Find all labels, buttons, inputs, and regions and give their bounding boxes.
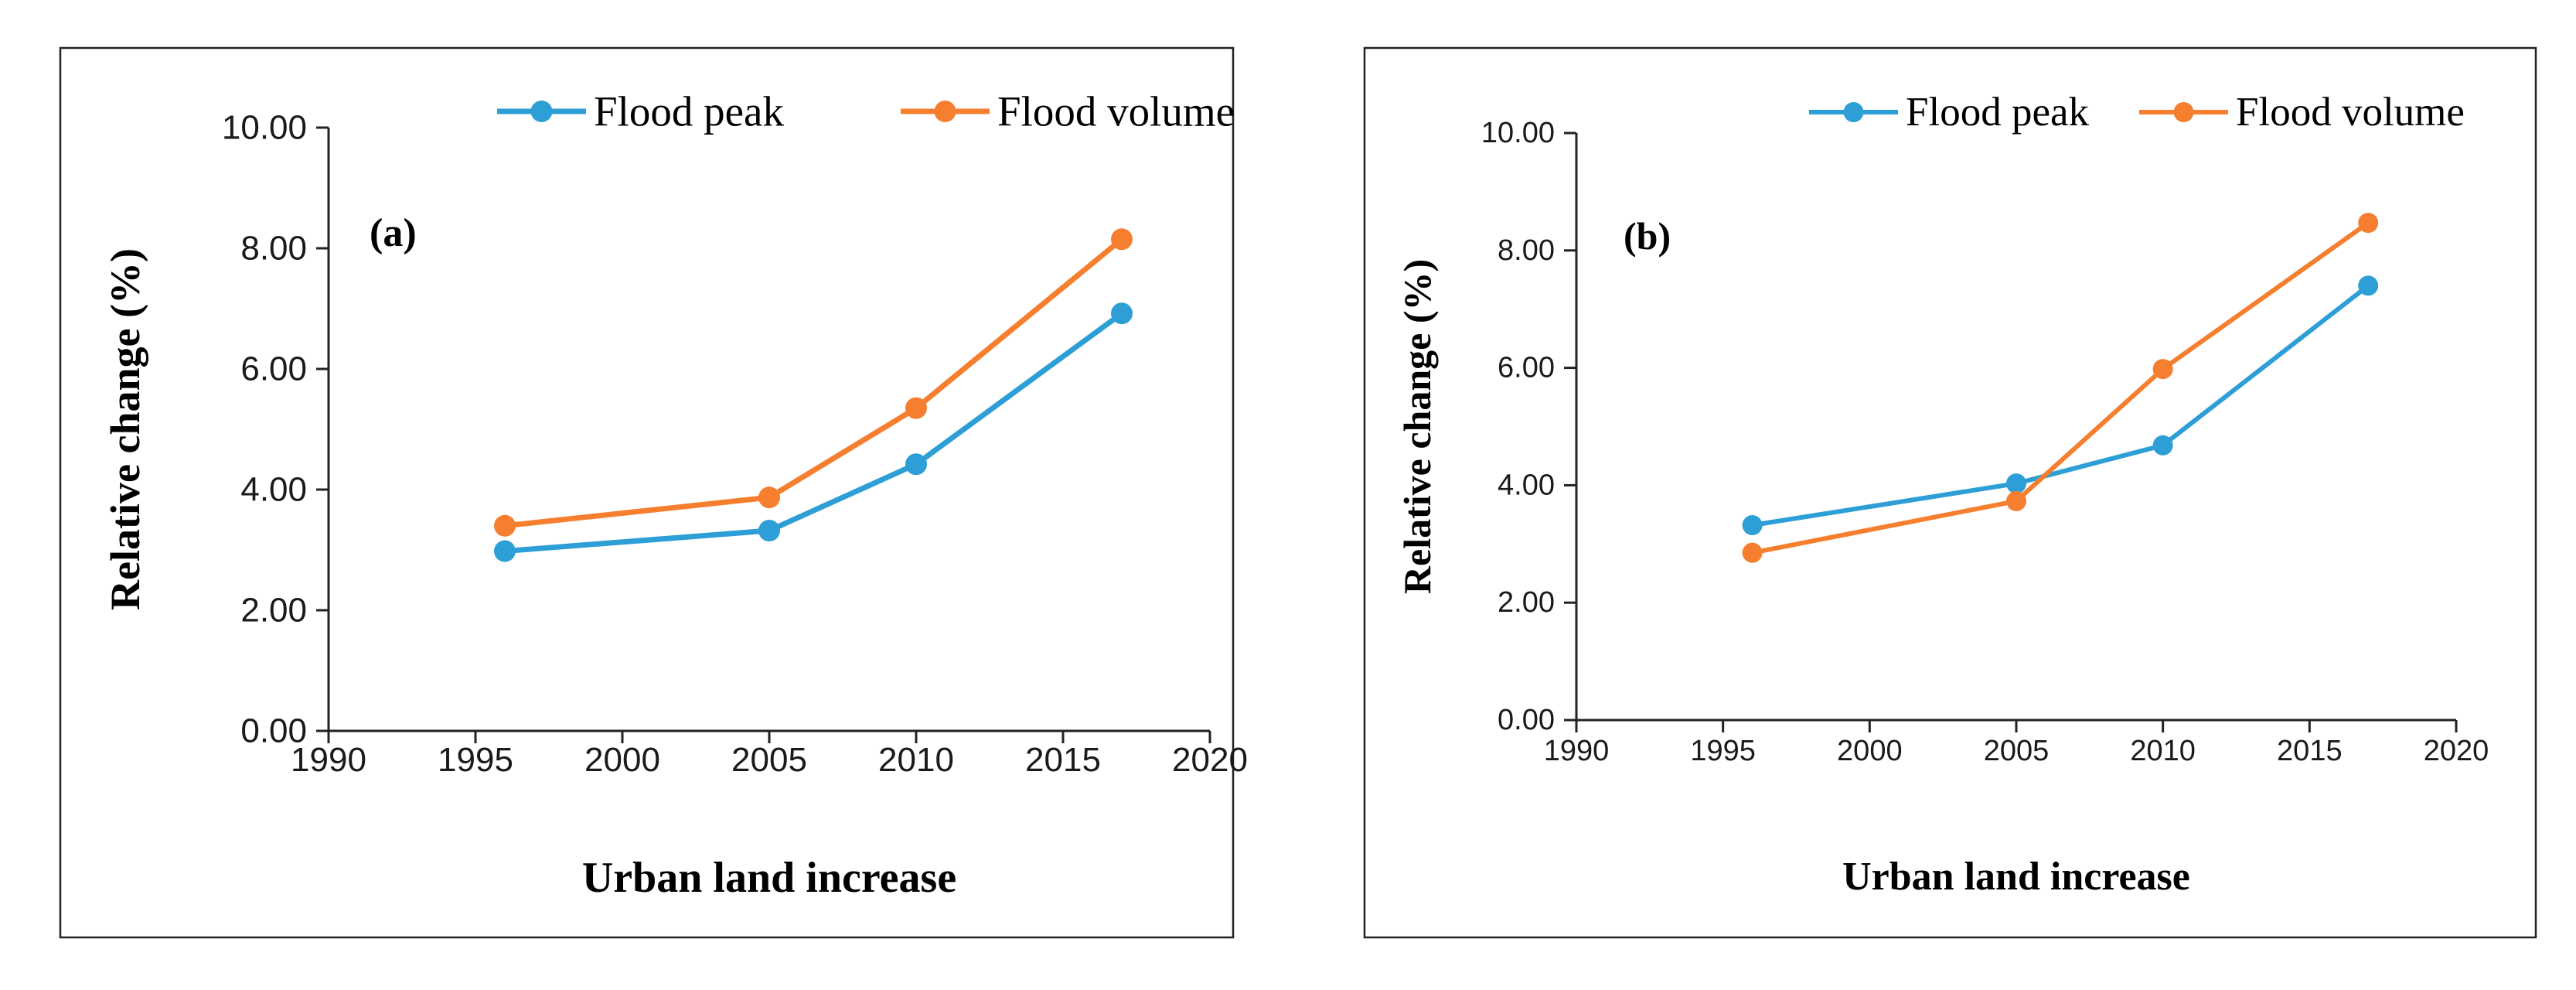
legend-label: Flood peak (594, 88, 784, 135)
legend-entry: Flood volume (901, 88, 1235, 135)
y-axis-title: Relative change (%) (1395, 259, 1439, 594)
legend-label: Flood volume (2236, 90, 2465, 135)
legend-marker (530, 101, 553, 122)
y-tick-label: 6.00 (1498, 352, 1555, 384)
data-point (494, 540, 516, 562)
series-line (1752, 220, 2370, 555)
data-point (494, 514, 516, 537)
x-tick-label: 1995 (438, 741, 513, 779)
y-tick-label: 2.00 (1498, 586, 1555, 619)
data-point (1111, 302, 1133, 325)
x-tick-label: 1995 (1690, 735, 1756, 767)
series-line (504, 311, 1124, 555)
y-tick-label: 0.00 (240, 712, 307, 750)
x-tick-label: 2000 (1837, 735, 1903, 767)
legend-label: Flood peak (1906, 90, 2089, 135)
legend-marker (2173, 102, 2194, 122)
x-tick-label: 2005 (1984, 735, 2050, 767)
data-point (758, 520, 780, 542)
legend-marker (934, 101, 956, 122)
y-axis-title: Relative change (%) (102, 248, 148, 610)
data-point (2006, 473, 2026, 494)
y-tick-label: 4.00 (240, 471, 307, 509)
chart-panel-2: 0.00 2.00 4.00 6.00 8.00 10.00 1990 1995 2000 200… (1363, 46, 2537, 939)
y-tick-label: 6.00 (240, 350, 307, 388)
legend-entry: Flood peak (1809, 90, 2089, 135)
panel-label: (b) (1624, 214, 1671, 258)
y-tick-label: 8.00 (1498, 234, 1555, 267)
x-tick-label: 2020 (2424, 735, 2489, 767)
data-point (2358, 213, 2379, 234)
data-point (1111, 228, 1133, 251)
x-tick-label: 1990 (291, 741, 366, 779)
series-line (504, 237, 1124, 529)
y-tick-label: 10.00 (1481, 117, 1555, 149)
data-point (1742, 542, 1763, 563)
x-tick-label: 1990 (1544, 735, 1610, 767)
panel-frame (59, 46, 1235, 939)
series-flood-volume (1742, 213, 2379, 563)
y-tick-label: 8.00 (240, 230, 307, 268)
panel-label: (a) (370, 211, 417, 255)
x-tick-label: 2015 (2277, 735, 2343, 767)
y-tick-label: 2.00 (240, 592, 307, 630)
legend-label: Flood volume (997, 88, 1235, 135)
x-tick-label: 2020 (1172, 741, 1248, 779)
data-point (1742, 515, 1763, 536)
x-axis-title: Urban land increase (582, 854, 956, 902)
data-point (758, 486, 780, 509)
data-point (905, 453, 927, 476)
y-tick-label: 4.00 (1498, 469, 1555, 501)
series-flood-peak (494, 302, 1133, 562)
chart-panel-1: 0.00 2.00 4.00 6.00 8.00 10.00 1990 1995 2000 200… (59, 46, 1248, 939)
x-tick-label: 2010 (2130, 735, 2196, 767)
legend-marker (1843, 102, 1864, 122)
series-flood-peak (1742, 275, 2379, 536)
data-point (2152, 359, 2173, 380)
data-point (2152, 435, 2173, 456)
data-point (905, 397, 927, 419)
y-tick-label: 10.00 (222, 109, 307, 147)
series-flood-volume (494, 228, 1133, 537)
legend-entry: Flood volume (2139, 90, 2465, 135)
legend-entry: Flood peak (497, 88, 784, 135)
x-tick-label: 2005 (731, 741, 807, 779)
x-tick-label: 2010 (878, 741, 954, 779)
x-tick-label: 2015 (1025, 741, 1101, 779)
data-point (2358, 275, 2379, 296)
series-line (1752, 283, 2370, 527)
x-tick-label: 2000 (584, 741, 660, 779)
y-tick-label: 0.00 (1498, 704, 1555, 736)
data-point (2006, 490, 2026, 511)
x-axis-title: Urban land increase (1842, 855, 2190, 899)
